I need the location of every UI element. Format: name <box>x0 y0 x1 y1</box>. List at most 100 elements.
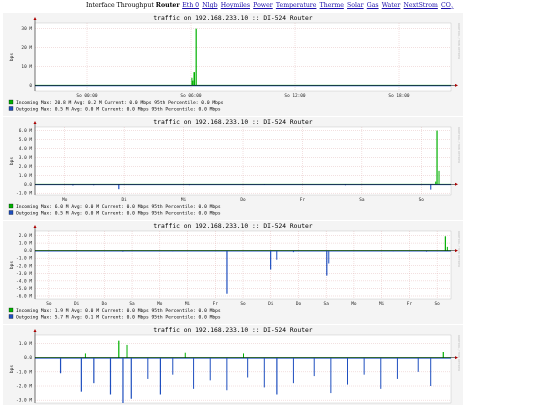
y-tick-label: -2.0 M <box>16 384 32 390</box>
x-axis-arrow <box>455 83 458 87</box>
outgoing-spike <box>226 250 228 294</box>
y-tick-label: 4.0 M <box>19 146 33 152</box>
outgoing-spike <box>276 250 278 260</box>
incoming-spike <box>436 130 438 185</box>
rrdtool-credit: RRDTOOL / TOBI OETIKER <box>457 231 461 267</box>
nav-link-power[interactable]: Power <box>253 2 273 9</box>
x-tick-label: So 00:00 <box>76 93 98 99</box>
outgoing-spike <box>347 357 348 385</box>
y-tick-label: -5.0 M <box>16 286 32 292</box>
incoming-spike <box>195 28 197 86</box>
outgoing-spike <box>188 184 190 186</box>
y-tick-label: -3.0 M <box>16 398 32 404</box>
traffic-graph-daily[interactable]: traffic on 192.168.233.10 :: DI-524 Rout… <box>3 13 463 116</box>
outgoing-spike <box>193 357 195 389</box>
rrdtool-credit: RRDTOOL / TOBI OETIKER <box>457 23 461 59</box>
incoming-spike <box>438 170 440 185</box>
nav-link-temperature[interactable]: Temperature <box>275 2 317 9</box>
incoming-spike <box>243 353 244 358</box>
x-tick-label: So 06:00 <box>180 93 202 99</box>
graph-title: traffic on 192.168.233.10 :: DI-524 Rout… <box>153 119 312 126</box>
y-tick-label: 0.0 <box>24 248 32 254</box>
x-tick-label: Di <box>74 301 80 307</box>
x-tick-label: Di <box>121 197 127 203</box>
nav-link-nlgb[interactable]: Nlgb <box>202 2 218 9</box>
x-tick-label: Mi <box>185 301 191 307</box>
x-tick-label: Do <box>296 301 302 307</box>
outgoing-spike <box>93 357 95 384</box>
incoming-spike <box>193 72 195 86</box>
nav-link-nextstrom[interactable]: NextStrom <box>403 2 438 9</box>
x-tick-label: Mi <box>379 301 385 307</box>
y-tick-label: 30 M <box>21 26 32 32</box>
outgoing-spike <box>247 357 249 378</box>
x-tick-label: So <box>434 301 440 307</box>
y-tick-label: -3.0 M <box>16 271 32 277</box>
plot-area <box>34 334 452 404</box>
nav-link-eth0[interactable]: Eth 0 <box>182 2 200 9</box>
y-tick-label: 0.0 <box>24 355 32 361</box>
y-tick-label: 1.0 M <box>19 341 33 347</box>
y-tick-label: 0 <box>29 83 32 89</box>
outgoing-spike <box>392 250 394 252</box>
outgoing-swatch <box>8 314 14 319</box>
y-tick-label: 5.0 M <box>19 137 33 143</box>
incoming-spike <box>442 352 444 358</box>
nav-link-water[interactable]: Water <box>381 2 401 9</box>
y-axis-arrow <box>33 121 37 124</box>
y-tick-label: 2.0 M <box>19 164 33 170</box>
outgoing-spike <box>172 357 174 375</box>
incoming-swatch <box>8 307 14 313</box>
y-tick-label: 2.0 M <box>19 233 33 239</box>
incoming-swatch <box>8 99 14 105</box>
outgoing-spike <box>147 357 149 379</box>
x-tick-label: So <box>240 301 246 307</box>
y-tick-label: 6.0 M <box>19 128 33 134</box>
outgoing-spike <box>118 184 120 190</box>
co2-subscript: 2 <box>450 5 454 11</box>
outgoing-spike <box>263 357 265 388</box>
incoming-spike <box>126 344 128 358</box>
incoming-spike <box>184 352 186 358</box>
y-tick-label: -4.0 M <box>16 278 32 284</box>
y-tick-label: -1.0 M <box>16 256 32 262</box>
legend-row-incoming: Incoming Max: 1.9 M Avg: 0.0 M Current: … <box>16 308 221 314</box>
nav-link-hoymiles[interactable]: Hoymiles <box>220 2 251 9</box>
graph-title: traffic on 192.168.233.10 :: DI-524 Rout… <box>153 15 312 22</box>
incoming-spike <box>118 340 120 358</box>
outgoing-spike <box>380 357 382 389</box>
traffic-graph-biweekly[interactable]: traffic on 192.168.233.10 :: DI-524 Rout… <box>3 221 463 324</box>
x-tick-label: Fr <box>213 301 219 307</box>
traffic-graph-monthly[interactable]: traffic on 192.168.233.10 :: DI-524 Rout… <box>3 325 463 405</box>
outgoing-spike <box>430 357 432 386</box>
outgoing-spike <box>344 184 346 186</box>
outgoing-spike <box>426 250 428 252</box>
x-axis-arrow <box>455 182 458 186</box>
x-tick-label: Sa <box>359 197 365 203</box>
outgoing-swatch <box>8 210 14 215</box>
outgoing-spike <box>109 357 112 395</box>
nav-title: Interface Throughput <box>86 2 154 9</box>
x-tick-label: Mo <box>157 301 163 307</box>
nav-link-therme[interactable]: Therme <box>319 2 344 9</box>
outgoing-spike <box>292 357 294 384</box>
x-tick-label: Fr <box>407 301 413 307</box>
x-tick-label: Di <box>268 301 274 307</box>
y-axis-label: bps <box>9 53 15 62</box>
y-tick-label: 10 M <box>21 64 32 70</box>
traffic-graph-weekly[interactable]: traffic on 192.168.233.10 :: DI-524 Rout… <box>3 117 463 220</box>
nav-link-co2[interactable]: CO2 <box>441 2 454 11</box>
outgoing-spike <box>270 250 272 270</box>
plot-area <box>34 22 452 92</box>
outgoing-swatch <box>8 106 14 111</box>
x-tick-label: Fr <box>300 197 306 203</box>
outgoing-spike <box>276 357 278 395</box>
nav-link-solar[interactable]: Solar <box>347 2 364 9</box>
legend-row-outgoing: Outgoing Max: 5.7 M Avg: 0.1 M Current: … <box>16 315 221 321</box>
incoming-spike <box>192 80 194 86</box>
x-tick-label: Mo <box>351 301 357 307</box>
outgoing-spike <box>226 357 228 391</box>
incoming-spike <box>84 353 86 358</box>
nav-link-gas[interactable]: Gas <box>366 2 379 9</box>
outgoing-spike <box>130 357 132 399</box>
